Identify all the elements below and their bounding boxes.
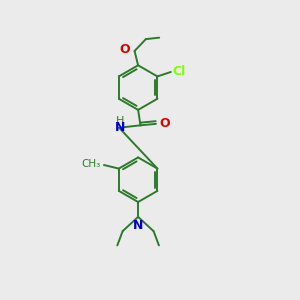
Text: N: N xyxy=(115,121,125,134)
Text: CH₃: CH₃ xyxy=(81,159,100,169)
Text: Cl: Cl xyxy=(172,65,185,79)
Text: O: O xyxy=(119,43,130,56)
Text: H: H xyxy=(116,116,124,126)
Text: O: O xyxy=(160,117,170,130)
Text: N: N xyxy=(133,219,143,232)
